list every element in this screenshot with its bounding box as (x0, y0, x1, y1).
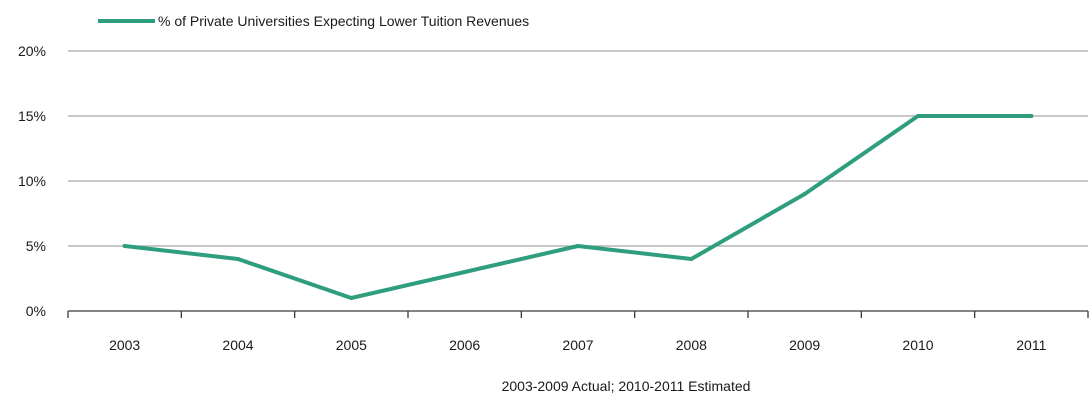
data-point (349, 296, 354, 300)
x-tick-label: 2011 (1016, 337, 1046, 353)
data-point (916, 114, 920, 118)
data-point (462, 270, 467, 274)
x-tick-label: 2006 (449, 337, 480, 353)
x-tick-label: 2009 (789, 337, 820, 353)
x-tick-label: 2003 (109, 337, 140, 353)
x-tick-label: 2010 (902, 337, 933, 353)
data-point (689, 257, 694, 261)
y-tick-label: 5% (26, 238, 46, 254)
data-point (236, 257, 240, 261)
data-point (576, 244, 580, 248)
y-tick-label: 15% (18, 108, 46, 124)
y-tick-label: 10% (18, 173, 46, 189)
y-tick-label: 20% (18, 43, 46, 59)
x-tick-label: 2008 (676, 337, 707, 353)
legend-label: % of Private Universities Expecting Lowe… (158, 13, 529, 29)
series-layer (122, 114, 1034, 300)
data-point (1029, 114, 1034, 118)
data-point (122, 244, 127, 248)
legend: % of Private Universities Expecting Lowe… (98, 13, 529, 29)
y-tick-label: 0% (26, 303, 46, 319)
x-axis: 2003 2004 2005 2006 2007 2008 2009 2010 2011 (67, 310, 1089, 353)
x-tick-label: 2004 (222, 337, 253, 353)
series-line (122, 114, 1034, 300)
x-tick-label: 2007 (562, 337, 593, 353)
y-axis-ticks: 0% 5% 10% 15% 20% (18, 43, 46, 319)
data-point (802, 192, 807, 196)
chart-note: 2003-2009 Actual; 2010-2011 Estimated (502, 378, 751, 394)
gridlines (68, 50, 1088, 247)
x-tick-label: 2005 (336, 337, 367, 353)
